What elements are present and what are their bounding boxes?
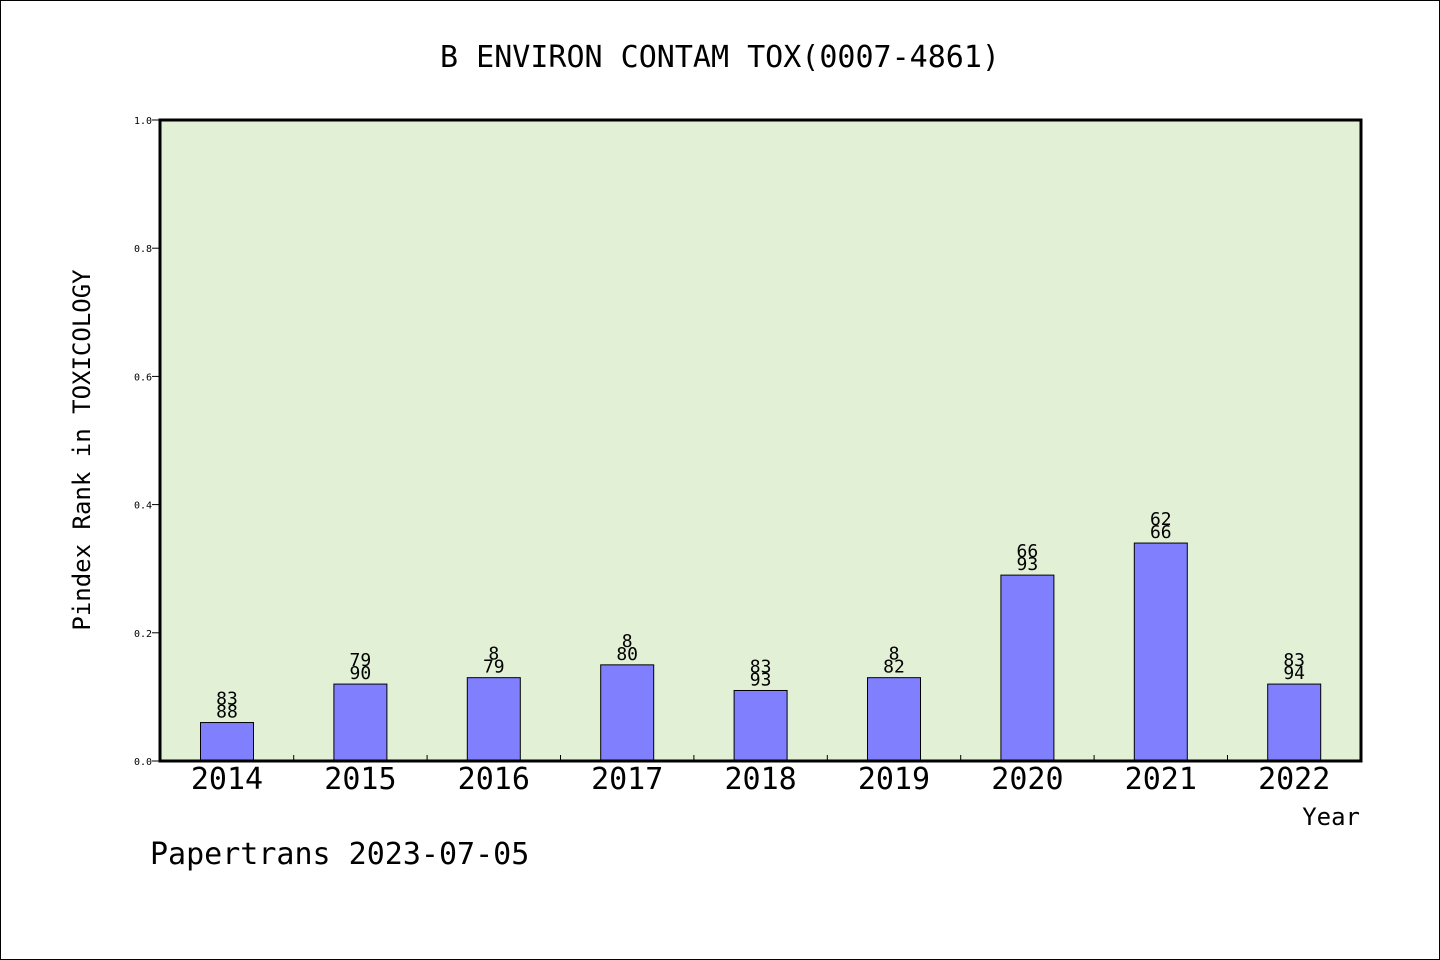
y-tick-label: 0.8	[134, 244, 152, 255]
bar-2015	[333, 683, 388, 762]
data-label-bottom: 66	[1150, 522, 1172, 543]
y-tick-label: 0.4	[134, 501, 152, 512]
x-tick-label: 2019	[858, 762, 930, 797]
chart-title: B ENVIRON CONTAM TOX(0007-4861)	[440, 40, 1000, 75]
bar-2018	[733, 689, 788, 762]
bar-2020	[1000, 574, 1055, 762]
bar-2017	[600, 664, 655, 762]
data-label-top: 8	[488, 644, 499, 665]
bar-2022	[1267, 683, 1322, 762]
footer-text: Papertrans 2023-07-05	[150, 837, 529, 872]
x-tick-label: 2020	[991, 762, 1063, 797]
bar-2019	[867, 677, 921, 762]
x-tick-label: 2014	[191, 762, 263, 797]
data-label-top: 83	[750, 656, 772, 677]
bar-2021	[1133, 542, 1188, 762]
plot-border	[158, 118, 1363, 763]
y-tick-label: 0.2	[134, 629, 152, 640]
x-tick-label: 2015	[324, 762, 396, 797]
data-label-top: 79	[350, 650, 372, 671]
data-label-bottom: 94	[1283, 663, 1305, 684]
data-label-top: 66	[1017, 541, 1039, 562]
y-tick-label: 1.0	[134, 116, 152, 127]
axis-ticks: 0.0 0.2 0.4 0.6 0.8 1.0 2014 2015 2016 2017 2018 20…	[134, 116, 1330, 797]
y-tick-label: 0.6	[134, 372, 152, 383]
x-tick-label: 2018	[724, 762, 796, 797]
data-label-top: 83	[216, 689, 238, 710]
data-label-top: 83	[1283, 650, 1305, 671]
bar-2016	[466, 677, 521, 762]
data-label-bottom: 82	[883, 657, 905, 678]
data-label-top: 8	[622, 631, 633, 652]
x-axis-label: Year	[1302, 803, 1360, 831]
x-tick-label: 2022	[1258, 762, 1330, 797]
x-tick-label: 2016	[458, 762, 530, 797]
data-label-bottom: 79	[483, 657, 505, 678]
data-label-top: 8	[889, 644, 900, 665]
x-tick-label: 2017	[591, 762, 663, 797]
data-label-bottom: 93	[750, 669, 772, 690]
y-axis-label: Pindex Rank in TOXICOLOGY	[68, 269, 96, 631]
data-label-top: 62	[1150, 509, 1172, 530]
bar-2014	[200, 722, 254, 762]
data-label-bottom: 93	[1017, 554, 1039, 575]
data-label-bottom: 90	[350, 663, 372, 684]
data-label-bottom: 88	[216, 702, 238, 723]
y-tick-label: 0.0	[134, 757, 152, 768]
data-label-bottom: 80	[616, 644, 638, 665]
x-tick-label: 2021	[1125, 762, 1197, 797]
